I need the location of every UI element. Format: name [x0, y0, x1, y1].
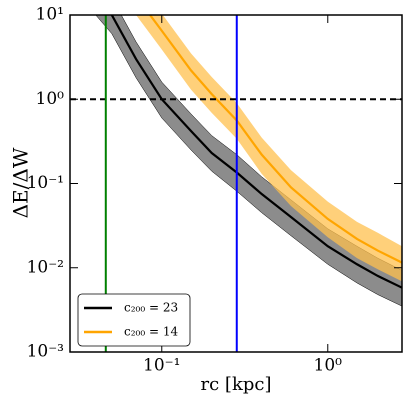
x-tick-label: 10⁰ [314, 356, 343, 376]
x-tick-label: 10⁻¹ [143, 356, 180, 376]
y-axis-label: ΔE/ΔW [9, 147, 33, 218]
legend-label: c₂₀₀ = 14 [124, 325, 178, 339]
y-tick-label: 10⁻² [27, 257, 64, 277]
band [136, 15, 402, 282]
x-axis-label: rc [kpc] [201, 374, 272, 395]
y-tick-label: 10¹ [36, 5, 64, 25]
y-tick-label: 10⁰ [36, 89, 65, 109]
line [148, 15, 402, 264]
y-tick-label: 10⁻¹ [27, 173, 64, 193]
legend-label: c₂₀₀ = 23 [124, 301, 178, 315]
y-tick-label: 10⁻³ [27, 342, 64, 362]
